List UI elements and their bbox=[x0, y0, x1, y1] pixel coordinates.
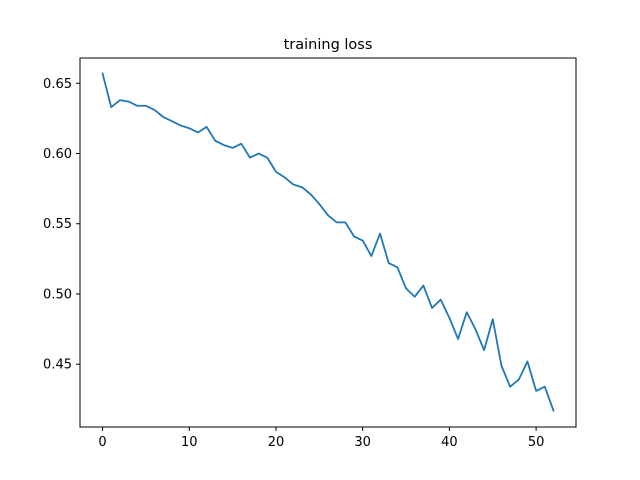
loss-series-line bbox=[101, 72, 555, 412]
y-tick-label: 0.45 bbox=[43, 358, 72, 373]
y-tick-label: 0.50 bbox=[43, 287, 72, 302]
y-tick-label: 0.55 bbox=[43, 217, 72, 232]
x-tick-label: 40 bbox=[441, 435, 458, 450]
x-axis: 0 10 20 30 40 50 bbox=[98, 427, 544, 450]
x-tick-label: 0 bbox=[98, 435, 106, 450]
axes-frame bbox=[79, 57, 577, 428]
x-tick-label: 20 bbox=[268, 435, 285, 450]
y-tick-label: 0.65 bbox=[43, 77, 72, 92]
x-tick-label: 50 bbox=[528, 435, 545, 450]
y-axis: 0.45 0.50 0.55 0.60 0.65 bbox=[43, 77, 80, 373]
x-tick-label: 30 bbox=[354, 435, 371, 450]
plot-area bbox=[101, 72, 555, 412]
y-tick-label: 0.60 bbox=[43, 147, 72, 162]
x-tick-label: 10 bbox=[181, 435, 198, 450]
chart-title: training loss bbox=[284, 37, 373, 53]
